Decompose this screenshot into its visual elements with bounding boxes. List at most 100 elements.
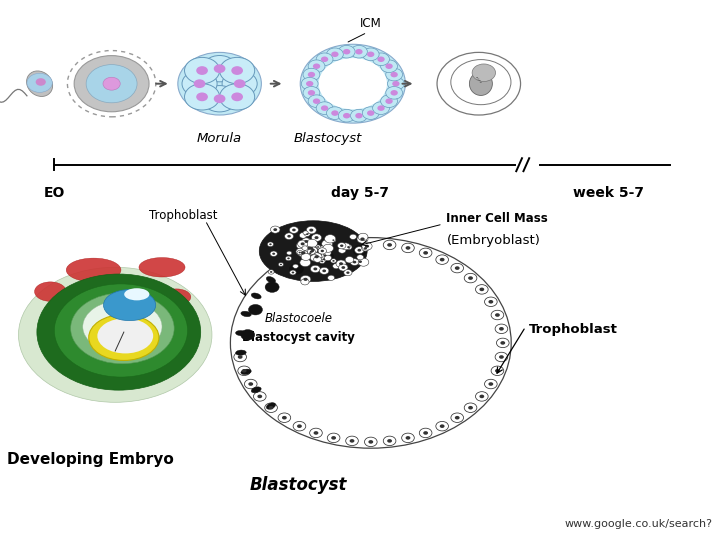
Circle shape (339, 262, 343, 265)
Circle shape (240, 329, 255, 340)
Circle shape (310, 247, 313, 249)
Circle shape (319, 259, 325, 264)
Circle shape (387, 243, 392, 247)
Circle shape (306, 239, 318, 247)
Circle shape (497, 338, 509, 348)
Circle shape (253, 392, 266, 401)
Circle shape (355, 113, 363, 118)
Circle shape (495, 352, 508, 362)
Circle shape (184, 57, 220, 84)
Circle shape (488, 382, 493, 386)
Circle shape (300, 275, 311, 284)
Circle shape (313, 64, 320, 69)
Circle shape (306, 81, 313, 86)
Text: sac: sac (54, 359, 73, 369)
Circle shape (308, 247, 318, 254)
Circle shape (392, 81, 400, 86)
Text: Developing Embryo: Developing Embryo (7, 452, 174, 467)
Circle shape (495, 369, 500, 373)
Circle shape (331, 51, 338, 57)
Circle shape (302, 246, 308, 251)
Ellipse shape (259, 221, 367, 281)
Circle shape (300, 232, 307, 238)
Circle shape (307, 251, 313, 255)
Circle shape (320, 249, 324, 252)
Circle shape (86, 65, 137, 103)
Circle shape (269, 269, 274, 274)
Ellipse shape (97, 318, 153, 354)
Circle shape (480, 288, 485, 291)
Circle shape (373, 102, 390, 114)
Circle shape (300, 259, 311, 267)
Ellipse shape (35, 282, 66, 301)
Circle shape (362, 242, 372, 250)
Circle shape (238, 355, 243, 359)
Text: Blastocyst: Blastocyst (250, 476, 348, 494)
Circle shape (419, 428, 432, 438)
Circle shape (321, 105, 328, 111)
Circle shape (265, 282, 279, 292)
Circle shape (475, 392, 488, 401)
Circle shape (369, 440, 373, 444)
Ellipse shape (89, 314, 159, 361)
Circle shape (234, 352, 246, 362)
Circle shape (289, 264, 303, 274)
Circle shape (338, 242, 346, 249)
Text: www.google.co.uk/search?: www.google.co.uk/search? (564, 519, 713, 529)
Text: Trophoblast: Trophoblast (529, 323, 618, 336)
Text: Primary yolk: Primary yolk (54, 343, 124, 354)
Circle shape (297, 242, 307, 249)
Circle shape (440, 258, 444, 261)
Circle shape (300, 44, 405, 123)
Circle shape (304, 252, 310, 256)
Circle shape (269, 244, 271, 245)
Circle shape (333, 239, 335, 241)
Ellipse shape (235, 330, 246, 336)
Circle shape (326, 48, 343, 60)
Circle shape (293, 264, 298, 268)
Ellipse shape (27, 71, 53, 97)
Ellipse shape (469, 72, 492, 96)
Circle shape (323, 244, 333, 252)
Circle shape (341, 266, 345, 269)
Circle shape (499, 355, 504, 359)
Ellipse shape (266, 276, 276, 283)
Circle shape (383, 436, 396, 446)
Circle shape (345, 256, 354, 263)
Circle shape (367, 51, 374, 57)
Circle shape (359, 260, 362, 263)
Circle shape (312, 253, 322, 261)
Circle shape (402, 243, 414, 253)
Circle shape (361, 245, 369, 251)
Circle shape (390, 90, 398, 96)
Circle shape (347, 246, 350, 248)
Circle shape (36, 78, 46, 86)
Circle shape (278, 413, 291, 422)
Circle shape (315, 255, 319, 258)
Circle shape (323, 269, 326, 272)
Circle shape (364, 247, 367, 249)
Circle shape (248, 305, 263, 315)
Circle shape (323, 258, 325, 260)
Circle shape (302, 238, 311, 245)
Circle shape (350, 234, 356, 239)
Circle shape (74, 56, 149, 112)
Circle shape (343, 49, 351, 55)
Circle shape (343, 269, 352, 276)
Circle shape (314, 256, 321, 262)
Circle shape (231, 66, 243, 75)
Circle shape (451, 413, 464, 422)
Circle shape (322, 240, 333, 248)
Circle shape (381, 60, 397, 72)
Circle shape (383, 240, 396, 249)
Circle shape (323, 254, 326, 256)
Circle shape (385, 98, 392, 104)
Circle shape (321, 260, 323, 262)
Circle shape (325, 234, 336, 243)
Circle shape (305, 232, 310, 237)
Ellipse shape (266, 403, 276, 409)
Circle shape (307, 90, 315, 96)
Circle shape (475, 285, 488, 294)
Circle shape (305, 240, 308, 243)
Circle shape (285, 256, 292, 261)
